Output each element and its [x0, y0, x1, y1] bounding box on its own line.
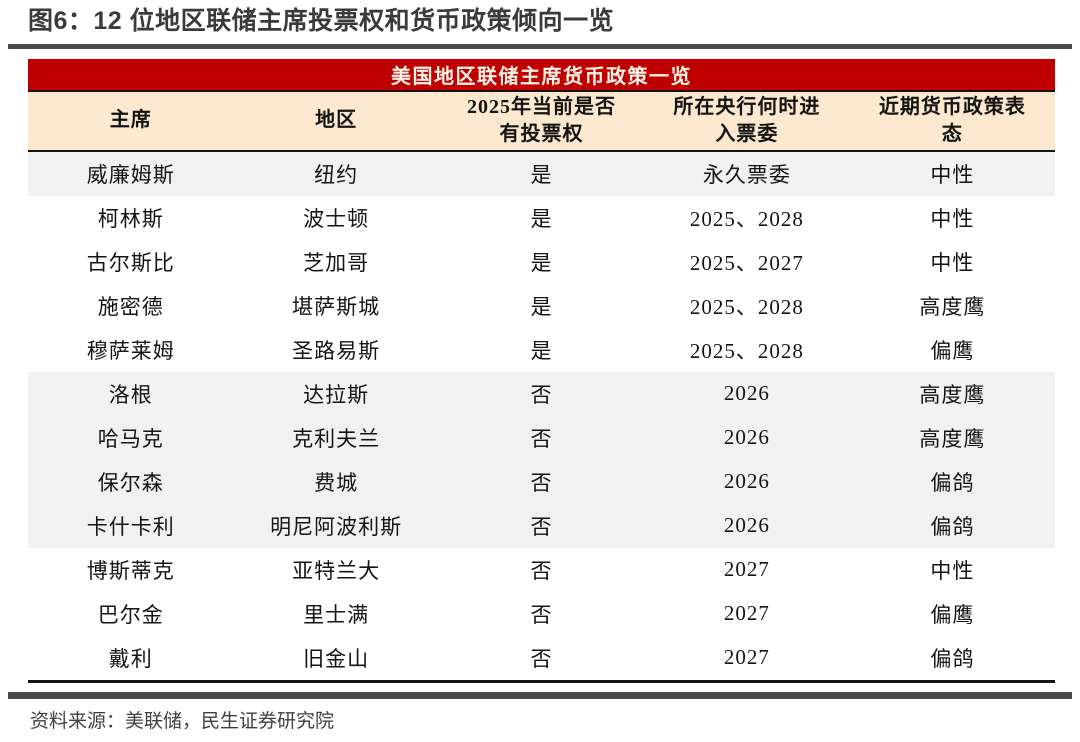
header-row: 主席 地区 2025年当前是否 有投票权 所在央行何时进 入票委 近期货币政策表态: [28, 91, 1055, 152]
cell-has-vote-2025: 否: [530, 602, 553, 627]
source-line: 资料来源：美联储，民生证券研究院: [30, 710, 335, 732]
cell-stance: 中性: [930, 558, 975, 583]
cell-committee-entry: 2026: [723, 513, 770, 538]
cell-region: 亚特兰大: [292, 558, 381, 583]
cell-stance: 中性: [930, 162, 975, 187]
cell-region: 圣路易斯: [292, 338, 381, 363]
cell-committee-entry: 2026: [723, 425, 770, 450]
table-row: 哈马克 克利夫兰 否 2026 高度鹰: [28, 415, 1055, 460]
cell-stance: 高度鹰: [919, 426, 986, 451]
cell-committee-entry: 2027: [723, 601, 770, 626]
cell-has-vote-2025: 否: [530, 382, 553, 407]
cell-region: 堪萨斯城: [292, 294, 381, 319]
cell-president: 哈马克: [97, 426, 164, 451]
column-header: 地区: [315, 109, 358, 132]
cell-president: 博斯蒂克: [86, 558, 175, 583]
table-banner: 美国地区联储主席货币政策一览: [28, 58, 1055, 92]
cell-president: 保尔森: [97, 470, 164, 495]
table-row: 柯林斯 波士顿 是 2025、2028 中性: [28, 195, 1055, 240]
cell-president: 施密德: [97, 294, 164, 319]
cell-president: 穆萨莱姆: [86, 338, 175, 363]
cell-committee-entry: 2026: [723, 381, 770, 406]
fed-presidents-table: 美国地区联储主席货币政策一览 主席 地区 2025年当前是否 有投票权 所在央行何时进入…: [28, 58, 1055, 683]
bottom-rule: [8, 691, 1072, 699]
cell-stance: 偏鸽: [930, 514, 975, 539]
cell-has-vote-2025: 是: [530, 294, 553, 319]
table-row: 穆萨莱姆 圣路易斯 是 2025、2028 偏鹰: [28, 327, 1055, 372]
cell-has-vote-2025: 是: [530, 338, 553, 363]
table-row: 洛根 达拉斯 否 2026 高度鹰: [28, 371, 1055, 416]
cell-stance: 高度鹰: [919, 382, 986, 407]
title-rule: [8, 43, 1072, 49]
cell-has-vote-2025: 是: [530, 206, 553, 231]
cell-committee-entry: 2027: [723, 557, 770, 582]
cell-has-vote-2025: 否: [530, 558, 553, 583]
cell-committee-entry: 2025、2028: [689, 294, 804, 319]
table-row: 卡什卡利 明尼阿波利斯 否 2026 偏鸽: [28, 503, 1055, 548]
cell-stance: 偏鸽: [930, 470, 975, 495]
cell-has-vote-2025: 是: [530, 162, 553, 187]
cell-has-vote-2025: 是: [530, 250, 553, 275]
cell-region: 纽约: [314, 162, 359, 187]
cell-president: 卡什卡利: [86, 514, 175, 539]
cell-stance: 中性: [930, 250, 975, 275]
cell-committee-entry: 2025、2028: [689, 338, 804, 363]
table-row: 保尔森 费城 否 2026 偏鸽: [28, 459, 1055, 504]
cell-president: 戴利: [108, 646, 153, 671]
cell-president: 巴尔金: [97, 602, 164, 627]
figure-title: 图6：12 位地区联储主席投票权和货币政策倾向一览: [28, 7, 615, 35]
cell-region: 达拉斯: [303, 382, 370, 407]
column-header: 主席: [109, 109, 152, 132]
table-row: 古尔斯比 芝加哥 是 2025、2027 中性: [28, 239, 1055, 284]
cell-has-vote-2025: 否: [530, 646, 553, 671]
cell-region: 克利夫兰: [292, 426, 381, 451]
cell-has-vote-2025: 否: [530, 470, 553, 495]
column-header: 近期货币政策表态: [878, 95, 1026, 145]
column-header: 2025年当前是否 有投票权: [467, 95, 617, 145]
cell-region: 波士顿: [303, 206, 370, 231]
table-row: 戴利 旧金山 否 2027 偏鸽: [28, 635, 1055, 680]
cell-president: 威廉姆斯: [86, 162, 175, 187]
cell-region: 里士满: [303, 602, 370, 627]
cell-region: 费城: [314, 470, 359, 495]
table-row: 巴尔金 里士满 否 2027 偏鹰: [28, 591, 1055, 636]
table-body: 威廉姆斯 纽约是永久票委 中性 柯林斯 波士顿是 2025、2028 中性 古尔斯比 芝加哥是 2…: [28, 151, 1055, 680]
cell-committee-entry: 2026: [723, 469, 770, 494]
column-header: 所在央行何时进 入票委: [673, 95, 821, 145]
cell-committee-entry: 2025、2027: [689, 250, 804, 275]
cell-committee-entry: 2027: [723, 645, 770, 670]
cell-stance: 中性: [930, 206, 975, 231]
cell-committee-entry: 2025、2028: [689, 206, 804, 231]
cell-region: 明尼阿波利斯: [270, 514, 403, 539]
cell-stance: 偏鸽: [930, 646, 975, 671]
cell-president: 洛根: [108, 382, 153, 407]
table-row: 施密德 堪萨斯城 是 2025、2028 高度鹰: [28, 283, 1055, 328]
table-row: 博斯蒂克 亚特兰大 否 2027 中性: [28, 547, 1055, 592]
cell-stance: 高度鹰: [919, 294, 986, 319]
cell-stance: 偏鹰: [930, 602, 975, 627]
cell-region: 旧金山: [303, 646, 370, 671]
table-row: 威廉姆斯 纽约 是 永久票委 中性: [28, 151, 1055, 196]
cell-has-vote-2025: 否: [530, 514, 553, 539]
cell-stance: 偏鹰: [930, 338, 975, 363]
cell-president: 柯林斯: [97, 206, 164, 231]
cell-has-vote-2025: 否: [530, 426, 553, 451]
cell-president: 古尔斯比: [86, 250, 175, 275]
cell-region: 芝加哥: [303, 250, 370, 275]
cell-committee-entry: 永久票委: [702, 162, 791, 187]
